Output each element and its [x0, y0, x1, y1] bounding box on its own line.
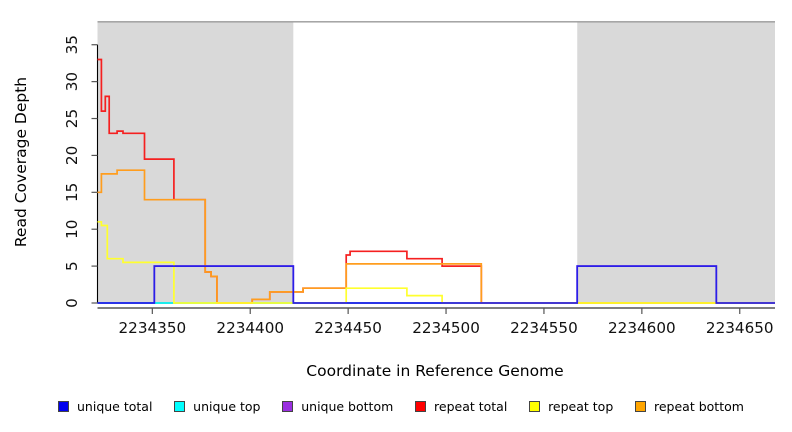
legend-item-repeat-top: repeat top — [529, 399, 613, 414]
x-tick-label: 2234350 — [119, 319, 187, 337]
legend-label: repeat bottom — [654, 399, 744, 414]
x-tick-label: 2234400 — [216, 319, 284, 337]
series-line-unique-total — [97, 265, 775, 304]
legend-swatch-icon — [174, 401, 186, 412]
legend-item-unique-bottom: unique bottom — [282, 399, 393, 414]
y-tick-label: 15 — [63, 183, 81, 202]
legend-label: unique top — [193, 399, 261, 414]
shaded-repeat-region — [577, 21, 775, 305]
x-axis-title: Coordinate in Reference Genome — [306, 362, 564, 380]
x-tick-label: 2234450 — [314, 319, 382, 337]
legend-swatch-icon — [415, 401, 427, 412]
y-tick-label: 20 — [63, 146, 81, 165]
plot-area: 2234350 2234400 2234450 2234500 2234550 22346… — [63, 21, 775, 337]
legend: unique total unique top unique bottom repea… — [0, 399, 792, 414]
legend-item-repeat-total: repeat total — [415, 399, 507, 414]
x-tick-label: 2234500 — [412, 319, 480, 337]
legend-label: repeat total — [434, 399, 508, 414]
legend-item-unique-total: unique total — [58, 399, 152, 414]
legend-label: repeat top — [548, 399, 614, 414]
x-tick-label: 2234650 — [706, 319, 774, 337]
shaded-repeat-region — [97, 21, 294, 305]
y-tick-label: 5 — [63, 261, 81, 271]
y-tick-label: 25 — [63, 109, 81, 128]
x-tick-label: 2234600 — [608, 319, 676, 337]
y-tick-label: 35 — [63, 35, 81, 54]
y-tick-label: 0 — [63, 298, 81, 308]
y-tick-label: 30 — [63, 72, 81, 91]
legend-label: unique total — [77, 399, 153, 414]
series-line-repeat-top — [97, 220, 775, 304]
legend-swatch-icon — [635, 401, 646, 412]
legend-item-unique-top: unique top — [174, 399, 260, 414]
legend-swatch-icon — [282, 401, 294, 412]
y-tick-label: 10 — [63, 220, 81, 239]
legend-swatch-icon — [529, 401, 541, 412]
series-line-repeat-bottom — [97, 169, 775, 304]
x-tick-label: 2234550 — [510, 319, 578, 337]
legend-item-repeat-bottom: repeat bottom — [635, 399, 744, 414]
y-axis-title: Read Coverage Depth — [12, 76, 30, 248]
legend-label: unique bottom — [301, 399, 394, 414]
legend-swatch-icon — [58, 401, 69, 412]
